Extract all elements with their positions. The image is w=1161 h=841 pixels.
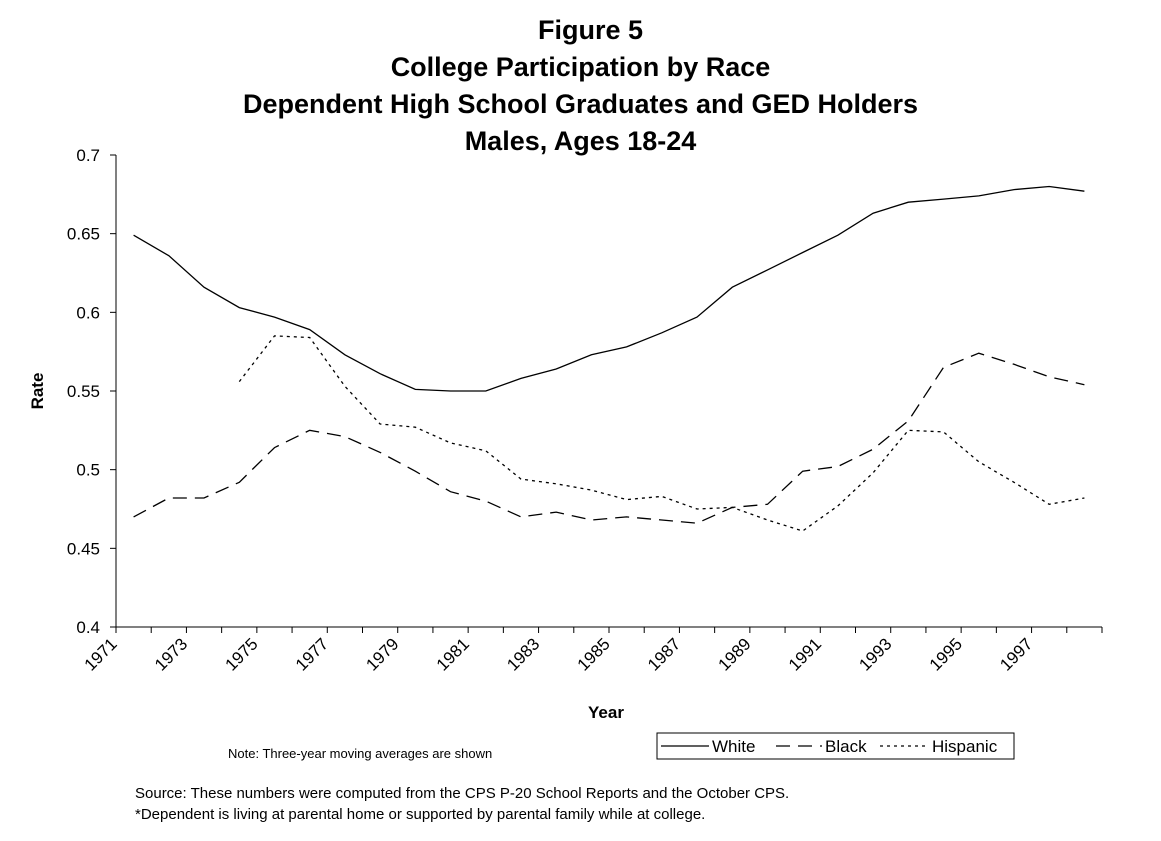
y-tick-label: 0.5	[76, 461, 100, 480]
series-line-black	[133, 352, 1085, 524]
y-tick-label: 0.6	[76, 303, 100, 322]
source-text: Source: These numbers were computed from…	[135, 785, 790, 802]
series-line-white	[133, 185, 1085, 392]
x-tick-label: 1977	[292, 634, 332, 674]
chart-legend: White Black Hispanic	[656, 732, 1015, 760]
y-tick-label: 0.7	[76, 146, 100, 165]
x-tick-label: 1989	[715, 634, 755, 674]
x-tick-label: 1991	[785, 634, 825, 674]
figure-label: Figure 5	[537, 15, 644, 45]
x-tick-label: 1997	[996, 634, 1036, 674]
legend-box	[656, 732, 1015, 760]
y-tick-label: 0.55	[67, 382, 100, 401]
legend-label-black: Black	[825, 737, 867, 756]
chart-ticks: 0.4 0.45 0.5 0.55 0.6 0.65 0.7 1971 1973 1975 1977…	[67, 146, 1103, 675]
x-tick-label: 1973	[151, 634, 191, 674]
dependent-definition-text: *Dependent is living at parental home or…	[135, 806, 706, 823]
source-block: Source: These numbers were computed from…	[135, 783, 789, 825]
x-tick-label: 1985	[574, 634, 614, 674]
y-axis-label: Rate	[28, 373, 47, 410]
x-axis-label: Year	[588, 703, 624, 722]
x-tick-label: 1971	[81, 634, 121, 674]
x-tick-label: 1981	[433, 634, 473, 674]
y-tick-label: 0.4	[76, 618, 100, 637]
x-tick-label: 1983	[503, 634, 543, 674]
x-tick-label: 1975	[222, 634, 262, 674]
x-tick-label: 1995	[926, 634, 966, 674]
series-line-hispanic	[238, 335, 1085, 532]
legend-label-hispanic: Hispanic	[932, 737, 998, 756]
y-tick-label: 0.65	[67, 225, 100, 244]
y-tick-label: 0.45	[67, 539, 100, 558]
x-tick-label: 1987	[644, 634, 684, 674]
chart-title-block: Figure 5 College Participation by Race D…	[0, 12, 1161, 160]
chart-title-line-2: Dependent High School Graduates and GED …	[242, 89, 919, 119]
x-tick-label: 1993	[855, 634, 895, 674]
note-text: Note: Three-year moving averages are sho…	[228, 746, 493, 761]
chart-title-line-3: Males, Ages 18-24	[464, 126, 697, 156]
legend-label-white: White	[712, 737, 755, 756]
chart-title-line-1: College Participation by Race	[390, 52, 771, 82]
chart-axes	[115, 155, 1102, 628]
chart-series	[133, 185, 1085, 532]
x-tick-label: 1979	[362, 634, 402, 674]
